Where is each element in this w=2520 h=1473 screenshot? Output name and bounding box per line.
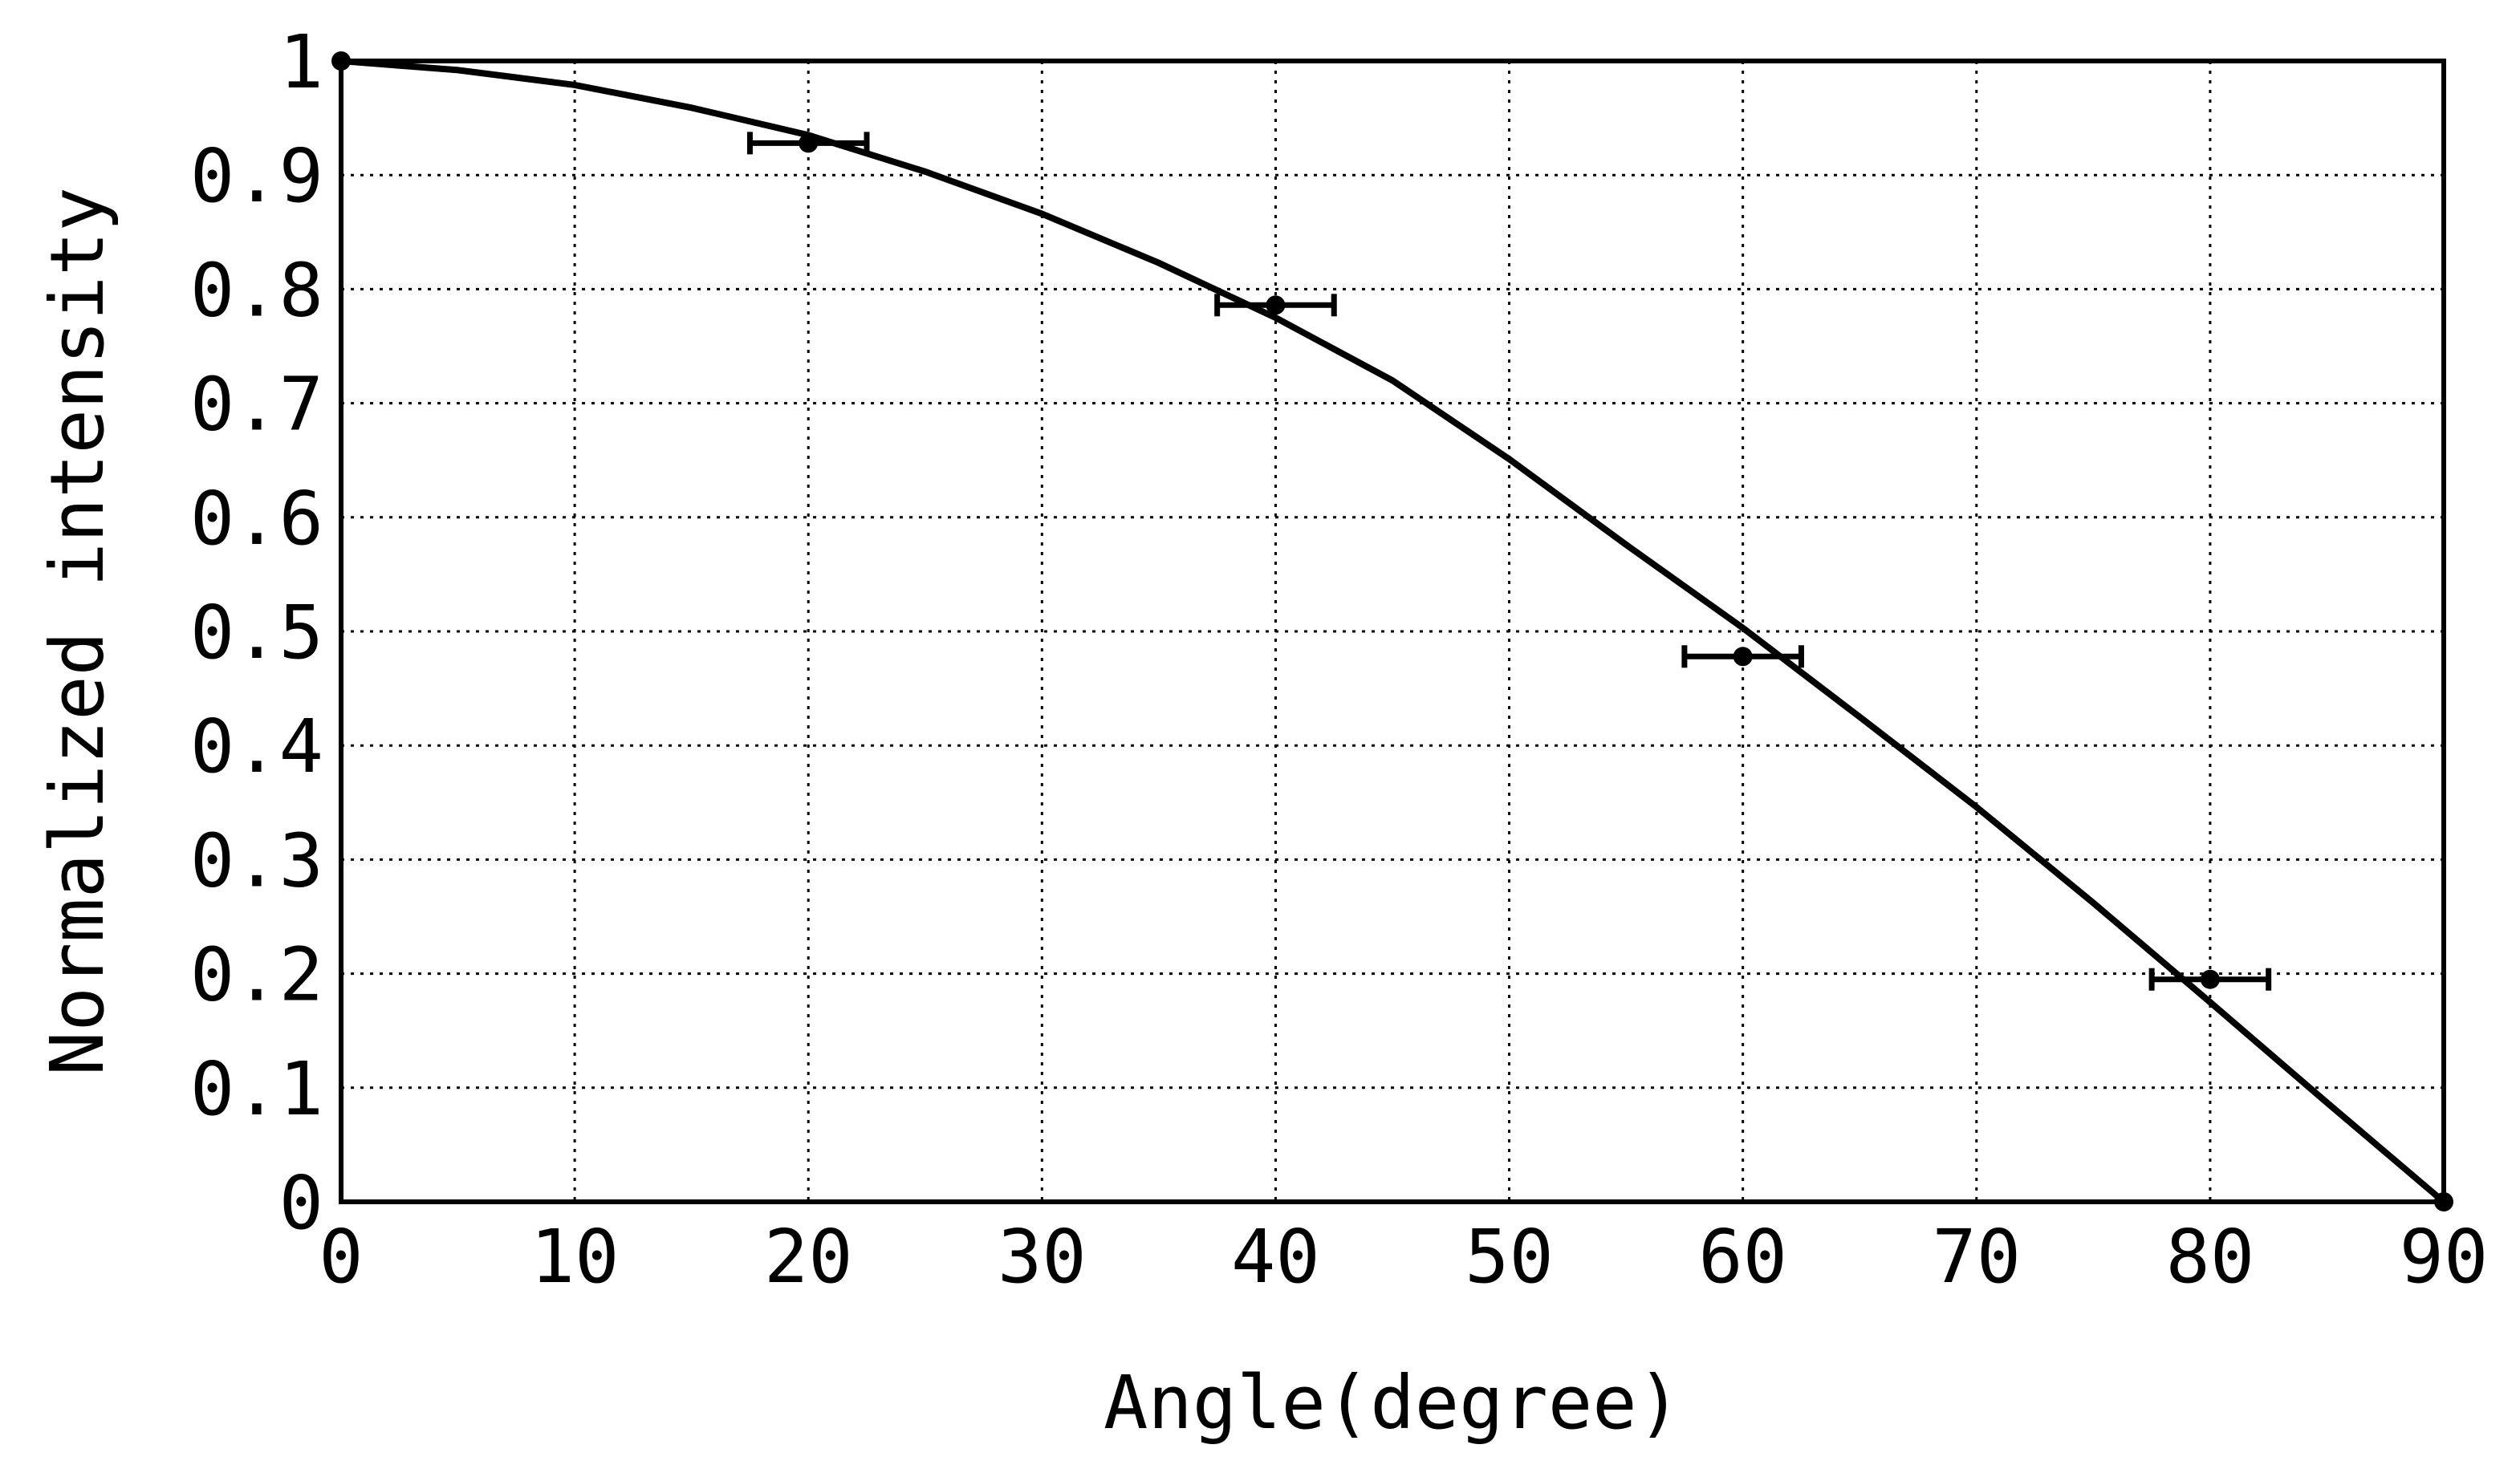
y-axis-ticks: 0 0.1 0.2 0.3 0.4 0.5 0.6 0.7 0.8 0.9 1 xyxy=(190,19,323,1246)
y-tick-label: 0.4 xyxy=(190,704,323,789)
y-tick-label: 1 xyxy=(279,19,323,105)
x-axis-title: Angle(degree) xyxy=(1104,1360,1681,1446)
x-tick-label: 50 xyxy=(1465,1214,1554,1300)
data-point xyxy=(2434,1192,2453,1211)
x-tick-label: 60 xyxy=(1698,1214,1787,1300)
y-tick-label: 0.9 xyxy=(190,133,323,219)
x-tick-label: 30 xyxy=(998,1214,1087,1300)
x-tick-label: 90 xyxy=(2400,1214,2489,1300)
data-point xyxy=(1266,295,1286,315)
y-tick-label: 0 xyxy=(279,1160,323,1246)
data-point xyxy=(1733,647,1753,667)
y-tick-label: 0.7 xyxy=(190,362,323,448)
x-tick-label: 0 xyxy=(319,1214,363,1300)
grid-lines xyxy=(341,61,2444,1202)
data-point xyxy=(331,51,351,71)
plot-frame xyxy=(339,59,2446,1204)
fit-curve xyxy=(340,58,2446,1205)
y-tick-label: 0.3 xyxy=(190,818,323,903)
fit-curve-group xyxy=(340,58,2446,1205)
y-tick-label: 0.8 xyxy=(190,247,323,333)
x-tick-label: 40 xyxy=(1231,1214,1320,1300)
data-point xyxy=(2200,969,2220,989)
x-axis-ticks: 0 10 20 30 40 50 60 70 80 90 xyxy=(319,1214,2488,1300)
x-tick-label: 20 xyxy=(764,1214,853,1300)
y-tick-label: 0.2 xyxy=(190,932,323,1018)
x-tick-label: 10 xyxy=(530,1214,620,1300)
data-points-group xyxy=(331,51,2453,1211)
x-tick-label: 70 xyxy=(1932,1214,2021,1300)
data-point xyxy=(799,133,819,153)
y-axis-title: Normalized intensity xyxy=(35,187,120,1076)
y-tick-label: 0.1 xyxy=(190,1046,323,1132)
x-tick-label: 80 xyxy=(2165,1214,2254,1300)
y-tick-label: 0.6 xyxy=(190,476,323,562)
y-tick-label: 0.5 xyxy=(190,590,323,676)
